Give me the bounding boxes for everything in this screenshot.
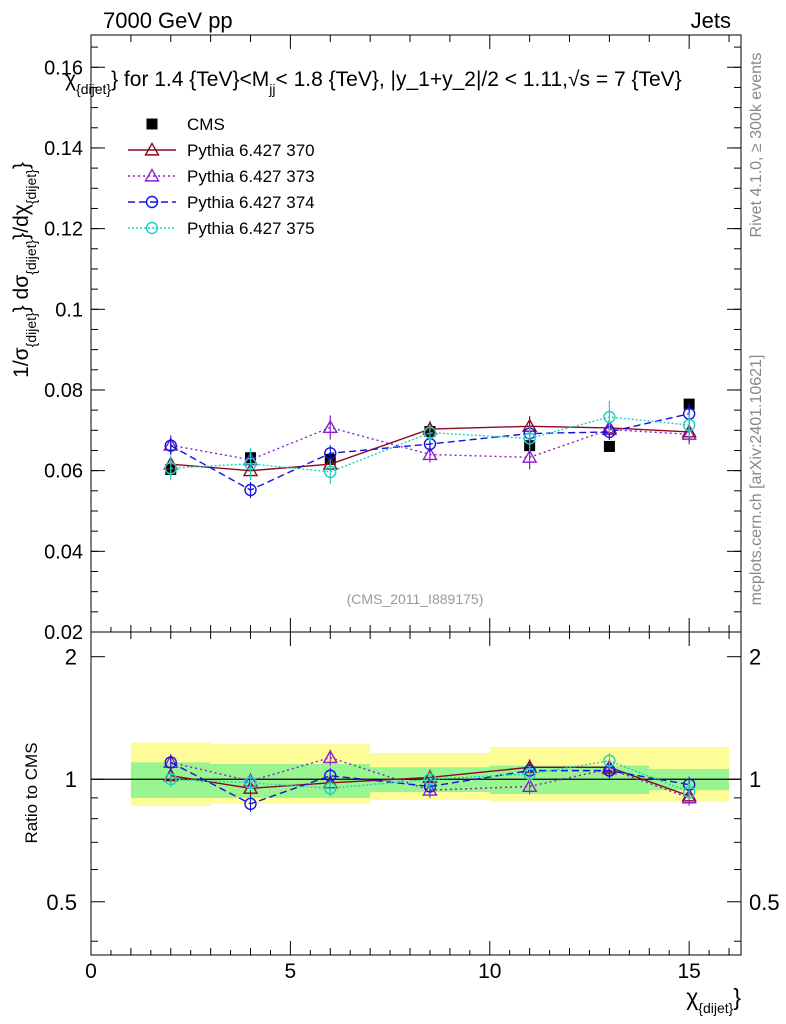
- ratio-y-tick-label-right: 2: [749, 645, 761, 670]
- point-p374: [324, 447, 337, 460]
- axis-ticks: [90, 35, 741, 955]
- legend-label-p373: Pythia 6.427 373: [187, 167, 315, 186]
- rivet-label: Rivet 4.1.0, ≥ 300k events: [748, 53, 765, 238]
- y-tick-label: 0.14: [44, 138, 83, 160]
- title-sqrt: √: [568, 68, 580, 91]
- ratio-point-p374: [164, 756, 177, 769]
- y-tick-label: 0.12: [44, 219, 83, 241]
- y-tick-label: 0.02: [44, 622, 83, 644]
- legend-marker-p370: [144, 142, 160, 156]
- point-p374: [164, 439, 177, 452]
- x-tick-label: 10: [478, 960, 501, 983]
- ratio-point-p374: [244, 797, 257, 811]
- x-tick-label: 5: [285, 960, 297, 983]
- x-tick-label: 0: [85, 960, 97, 983]
- ratio-y-tick-label: 2: [65, 645, 77, 670]
- ratio-point-p373: [322, 749, 338, 764]
- title-chi-sub: {dijet}: [76, 81, 111, 97]
- title-end: s = 7 {TeV}: [580, 68, 682, 91]
- plot-title: χ{dijet}} for 1.4 {TeV}<Mjj< 1.8 {TeV}, …: [65, 68, 682, 97]
- y-tick-labels: 0.02 0.04 0.06 0.08 0.1 0.12 0.14 0.16: [44, 57, 83, 644]
- point-p375: [324, 465, 337, 479]
- point-p373: [422, 446, 438, 461]
- ratio-point-p375: [423, 773, 437, 786]
- ratio-point-p375: [682, 785, 696, 799]
- y-tick-label: 0.16: [44, 57, 83, 79]
- point-p373: [322, 419, 338, 434]
- legend-marker-p374: [145, 195, 159, 209]
- ratio-point-p373: [521, 778, 538, 793]
- title-mid2: < 1.8 {TeV}, |y_1+y_2|/2 < 1.11,: [276, 68, 569, 91]
- ratio-y-tick-label-right: 1: [749, 767, 761, 792]
- x-axis-label: χ{dijet}}: [686, 984, 741, 1016]
- ratio-frame: [90, 631, 742, 956]
- legend: CMS Pythia 6.427 370 Pythia 6.427 373 Pythi…: [128, 115, 315, 238]
- legend-marker-p375: [145, 221, 159, 235]
- header-left: 7000 GeV pp: [103, 8, 233, 33]
- y-tick-label: 0.04: [44, 541, 83, 563]
- title-chi: χ: [65, 68, 76, 91]
- ratio-series: [163, 749, 697, 812]
- x-tick-labels: 0 5 10 15: [85, 960, 701, 983]
- ratio-y-tick-label: 1: [65, 767, 77, 792]
- legend-label-p370: Pythia 6.427 370: [187, 141, 315, 160]
- point-p375: [603, 410, 616, 424]
- title-m-sub: jj: [268, 81, 275, 97]
- point-p375: [244, 457, 257, 470]
- ratio-tick-labels: 0.5 0.5 1 1 2 2: [46, 645, 779, 915]
- ratio-bands: [130, 742, 730, 806]
- legend-marker-p373: [144, 168, 160, 182]
- ratio-point-p373: [422, 782, 438, 796]
- y-axis-label: 1/σ{dijet}} dσ{dijet}}/dχ{dijet}}: [10, 162, 39, 378]
- ratio-y-label: Ratio to CMS: [22, 742, 41, 843]
- main-series: [163, 398, 697, 499]
- header-right: Jets: [691, 8, 731, 33]
- mcplots-label: mcplots.cern.ch [arXiv:2401.10621]: [748, 355, 765, 606]
- x-tick-label: 15: [677, 960, 700, 983]
- ratio-point-p375: [523, 767, 536, 781]
- ratio-point-p375: [324, 782, 337, 795]
- point-p373: [681, 426, 697, 440]
- point-p375: [523, 432, 536, 445]
- point-p374: [244, 483, 257, 497]
- y-tick-label: 0.06: [44, 461, 83, 483]
- point-p375: [164, 462, 177, 475]
- point-p375: [682, 418, 696, 432]
- title-mid1: } for 1.4 {TeV}<M: [111, 68, 269, 91]
- y-tick-label: 0.08: [44, 380, 83, 402]
- ratio-y-tick-label-right: 0.5: [749, 890, 780, 915]
- ratio-y-tick-label: 0.5: [46, 890, 77, 915]
- legend-label-CMS: CMS: [187, 115, 225, 134]
- point-p375: [423, 426, 437, 439]
- point-CMS: [603, 440, 615, 452]
- legend-label-p374: Pythia 6.427 374: [187, 193, 315, 212]
- legend-label-p375: Pythia 6.427 375: [187, 219, 315, 238]
- point-p373: [521, 449, 538, 463]
- analysis-watermark: (CMS_2011_I889175): [347, 591, 484, 607]
- ratio-point-p375: [164, 773, 177, 786]
- ratio-point-p375: [603, 754, 616, 767]
- y-tick-label: 0.1: [55, 299, 83, 321]
- legend-marker-CMS: [146, 118, 158, 130]
- ratio-point-p375: [244, 776, 257, 790]
